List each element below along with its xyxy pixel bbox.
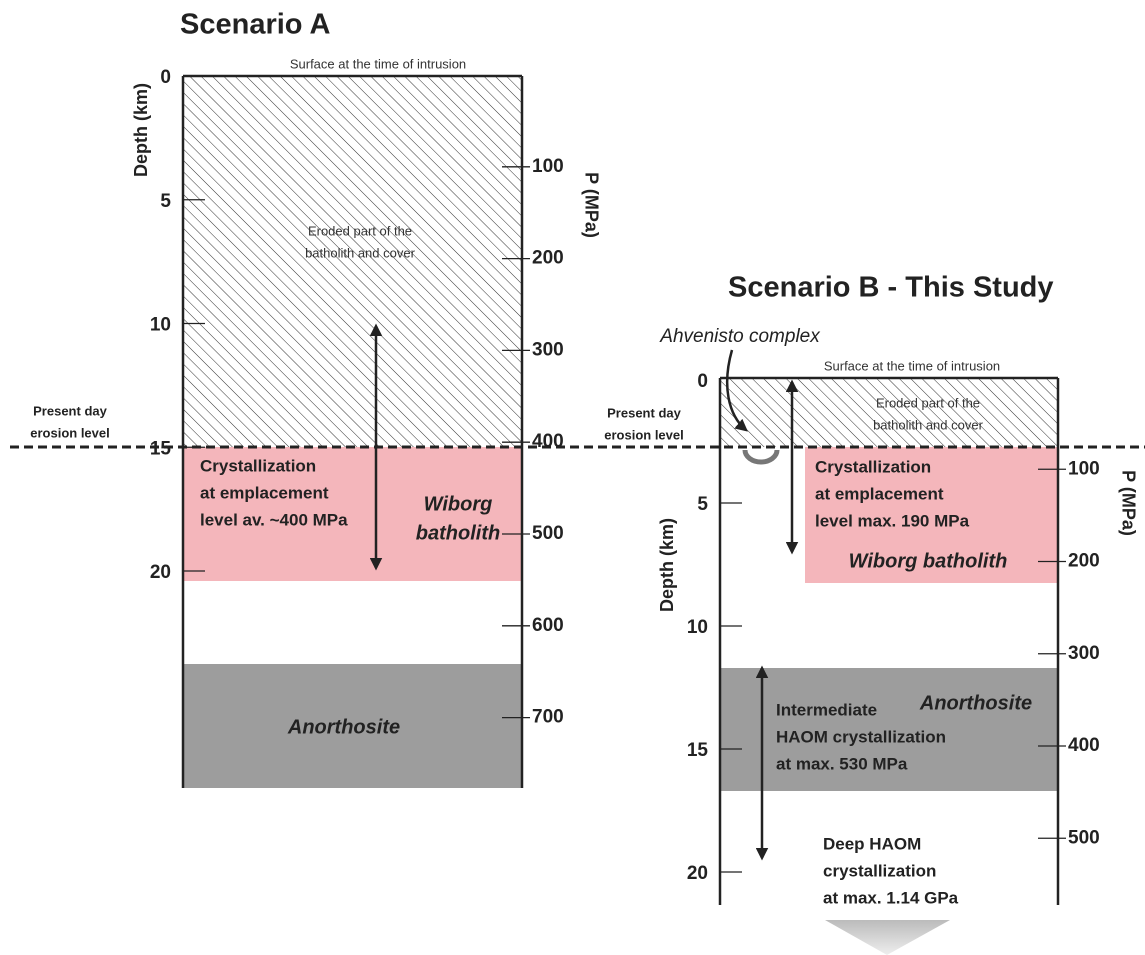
pressure-tick-label: 700 <box>532 707 564 728</box>
pressure-tick-label: 600 <box>532 615 564 636</box>
intermediate-label: at max. 530 MPa <box>776 754 908 773</box>
depth-tick-label: 15 <box>687 740 709 761</box>
depth-tick-label: 0 <box>160 67 171 88</box>
pressure-tick-label: 400 <box>1068 735 1100 756</box>
depth-axis-label: Depth (km) <box>131 83 151 177</box>
wiborg-label: Wiborg batholith <box>849 550 1008 572</box>
anorthosite-zone <box>720 668 1058 791</box>
surface-label: Surface at the time of intrusion <box>290 56 466 71</box>
emplacement-label: at emplacement <box>200 483 329 502</box>
anorthosite-label: Anorthosite <box>919 692 1032 714</box>
title: Scenario A <box>180 9 330 41</box>
depth-tick-label: 0 <box>697 371 708 392</box>
depth-tick-label: 10 <box>687 617 708 638</box>
pressure-tick-label: 300 <box>532 339 564 360</box>
pressure-axis-label: P (MPa) <box>1118 470 1138 536</box>
batholith-zone <box>183 447 522 581</box>
emplacement-label: level av. ~400 MPa <box>200 510 348 529</box>
depth-tick-label: 20 <box>150 562 171 583</box>
pressure-tick-label: 100 <box>532 156 564 177</box>
surface-label: Surface at the time of intrusion <box>824 358 1000 373</box>
eroded-zone <box>183 76 522 447</box>
pressure-tick-label: 200 <box>532 248 564 269</box>
erosion-label: erosion level <box>604 427 683 442</box>
down-arrow <box>825 920 950 955</box>
pressure-tick-label: 500 <box>532 523 564 544</box>
emplacement-label: Crystallization <box>200 456 316 475</box>
eroded-label: Eroded part of the <box>876 395 980 410</box>
anorthosite-zone <box>183 664 522 788</box>
erosion-label: Present day <box>607 405 681 420</box>
pressure-axis-label: P (MPa) <box>581 172 601 238</box>
eroded-label: batholith and cover <box>873 417 984 432</box>
depth-tick-label: 10 <box>150 315 171 336</box>
deep-label: crystallization <box>823 861 936 880</box>
emplacement-label: Crystallization <box>815 457 931 476</box>
pressure-tick-label: 200 <box>1068 551 1100 572</box>
anorthosite-label: Anorthosite <box>287 716 400 738</box>
depth-tick-label: 5 <box>160 191 171 212</box>
wiborg-label: batholith <box>416 522 500 544</box>
deep-label: Deep HAOM <box>823 834 921 853</box>
pressure-tick-label: 500 <box>1068 827 1100 848</box>
pressure-tick-label: 300 <box>1068 643 1100 664</box>
ahvenisto-body <box>742 449 780 465</box>
scenario-a: Scenario A Surface at the time of intrus… <box>30 9 601 788</box>
intermediate-label: Intermediate <box>776 700 877 719</box>
eroded-label: batholith and cover <box>305 245 416 260</box>
deep-label: at max. 1.14 GPa <box>823 888 959 907</box>
depth-tick-label: 15 <box>150 438 172 459</box>
emplacement-label: level max. 190 MPa <box>815 511 970 530</box>
eroded-zone <box>720 378 1058 447</box>
ahvenisto-label: Ahvenisto complex <box>659 326 821 347</box>
pointer-arrow <box>725 349 748 432</box>
intermediate-label: HAOM crystallization <box>776 727 946 746</box>
pressure-tick-label: 100 <box>1068 458 1100 479</box>
scenario-b: Scenario B - This Study Ahvenisto comple… <box>604 272 1138 955</box>
depth-axis-label: Depth (km) <box>657 518 677 612</box>
wiborg-label: Wiborg <box>424 493 493 515</box>
title: Scenario B - This Study <box>728 272 1054 304</box>
batholith-zone <box>805 447 1058 583</box>
erosion-label: Present day <box>33 403 107 418</box>
depth-tick-label: 5 <box>697 494 708 515</box>
emplacement-label: at emplacement <box>815 484 944 503</box>
depth-tick-label: 20 <box>687 863 708 884</box>
pressure-tick-label: 400 <box>532 431 564 452</box>
eroded-label: Eroded part of the <box>308 223 412 238</box>
erosion-label: erosion level <box>30 425 109 440</box>
